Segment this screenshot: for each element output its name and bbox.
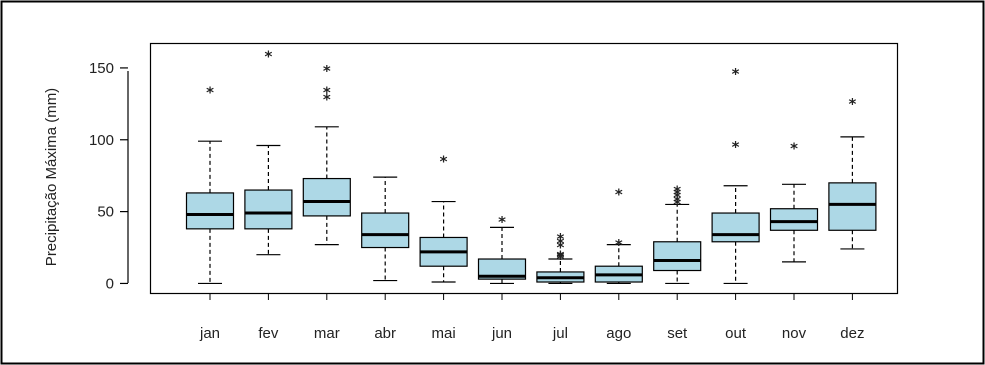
x-tick-label: jul	[552, 325, 568, 342]
outlier-point: *	[732, 138, 740, 156]
interquartile-box	[361, 212, 410, 249]
x-tick-label: dez	[840, 325, 864, 342]
outlier-point: *	[556, 250, 564, 268]
boxplot-boxes: ************* ***********	[185, 48, 877, 285]
x-tick-label: mai	[432, 325, 456, 342]
y-tick-label: 100	[89, 132, 114, 149]
interquartile-box	[477, 258, 527, 280]
box-mai: *	[419, 152, 468, 283]
box-fev: *	[244, 48, 293, 256]
x-tick-label: fev	[258, 325, 279, 342]
interquartile-box	[302, 177, 351, 217]
box-abr	[361, 176, 410, 282]
outlier-point: *	[673, 188, 681, 206]
x-tick-label: set	[667, 325, 688, 342]
outlier-point: *	[498, 213, 506, 231]
outlier-point: *	[556, 230, 564, 248]
x-tick-label: out	[725, 325, 747, 342]
y-tick-label: 0	[106, 275, 114, 292]
y-tick-label: 50	[97, 204, 114, 221]
x-tick-label: nov	[782, 325, 807, 342]
x-tick-label: mar	[314, 325, 340, 342]
x-axis-tick-labels: jan fev mar abr mai jun jul ago set out nov dez	[199, 293, 864, 342]
outlier-point: *	[556, 249, 564, 267]
box-out: **	[711, 65, 760, 285]
box-mar: ***	[302, 62, 351, 246]
box-dez: *	[828, 95, 877, 250]
box-jan: *	[185, 83, 235, 285]
box-jun: *	[477, 213, 527, 285]
interquartile-box	[185, 192, 235, 230]
interquartile-box	[244, 189, 293, 230]
interquartile-box	[828, 182, 877, 231]
plot-area-border	[149, 42, 899, 295]
x-tick-label: jan	[199, 325, 220, 342]
outlier-point: *	[323, 83, 331, 101]
outlier-point: *	[440, 152, 448, 170]
y-axis-label: Precipitação Máxima (mm)	[43, 88, 60, 266]
interquartile-box	[653, 241, 702, 272]
outlier-point: *	[673, 183, 681, 201]
outlier-point: *	[848, 95, 856, 113]
box-set: *****	[653, 183, 702, 285]
box-jul: ******	[536, 230, 585, 285]
outlier-point: *	[673, 185, 681, 203]
outlier-point: *	[732, 65, 740, 83]
interquartile-box	[769, 208, 819, 231]
y-tick-label: 150	[89, 60, 114, 77]
outlier-point: *	[323, 62, 331, 80]
outlier-point: *	[556, 239, 564, 257]
outlier-point: *	[556, 247, 564, 265]
y-axis-ticks: 0 50 100 150	[89, 60, 128, 292]
x-tick-label: ago	[606, 325, 631, 342]
outlier-point: *	[323, 91, 331, 109]
outlier-point: *	[264, 48, 272, 66]
x-tick-label: abr	[374, 325, 396, 342]
outlier-point: *	[615, 236, 623, 254]
outlier-point: *	[673, 193, 681, 211]
box-nov: *	[769, 140, 819, 263]
box-ago: **	[594, 185, 643, 285]
outlier-point: *	[790, 140, 798, 158]
x-tick-label: jun	[491, 325, 512, 342]
interquartile-box	[711, 212, 760, 243]
outlier-point: *	[615, 185, 623, 203]
outlier-point: *	[206, 83, 214, 101]
outlier-point: *	[556, 234, 564, 252]
outlier-point: *	[673, 196, 681, 214]
